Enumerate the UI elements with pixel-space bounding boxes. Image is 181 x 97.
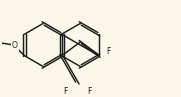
Text: F: F: [63, 87, 68, 96]
Text: F: F: [87, 87, 91, 96]
Text: F: F: [107, 47, 111, 56]
Text: O: O: [12, 41, 18, 50]
